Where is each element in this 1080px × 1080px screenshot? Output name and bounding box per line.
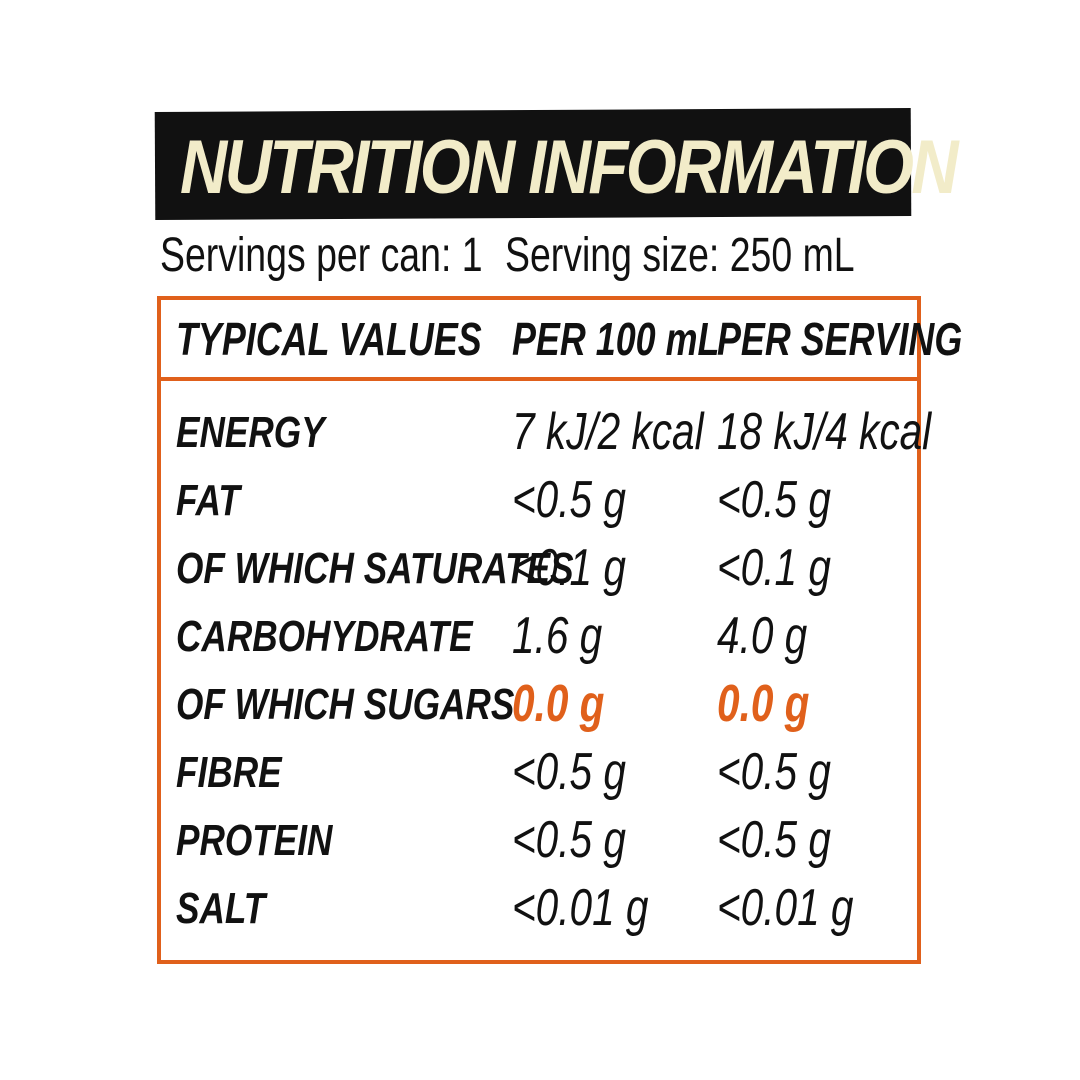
nutrient-value: 0.0 g [512,675,605,733]
column-header: PER SERVING [717,313,963,365]
nutrient-value: <0.5 g [717,743,831,801]
title: NUTRITION INFORMATION [180,125,959,210]
nutrient-value: <0.01 g [717,879,854,937]
table-border [157,296,921,964]
nutrient-name: ENERGY [176,408,325,457]
nutrient-name: FAT [176,476,240,525]
column-header: PER 100 mL [512,313,720,365]
nutrient-name: OF WHICH SUGARS [176,680,515,729]
nutrient-value: <0.5 g [512,471,626,529]
serving-size: Serving size: 250 mL [505,229,855,282]
nutrient-name: SALT [176,884,266,933]
column-header: TYPICAL VALUES [176,313,482,365]
nutrient-name: PROTEIN [176,816,333,865]
nutrient-name: CARBOHYDRATE [176,612,473,661]
nutrient-value: 1.6 g [512,607,603,665]
nutrient-value: 18 kJ/4 kcal [717,403,932,461]
nutrient-value: <0.1 g [717,539,831,597]
nutrient-value: <0.5 g [512,743,626,801]
nutrient-value: 0.0 g [717,675,810,733]
nutrient-name: FIBRE [176,748,282,797]
nutrient-value: 4.0 g [717,607,808,665]
nutrient-value: <0.1 g [512,539,626,597]
nutrient-value: <0.5 g [717,811,831,869]
nutrient-value: <0.01 g [512,879,649,937]
nutrient-value: <0.5 g [512,811,626,869]
servings-per-can: Servings per can: 1 [160,229,483,282]
nutrient-value: <0.5 g [717,471,831,529]
nutrient-name: OF WHICH SATURATES [176,544,574,593]
header-divider [157,377,921,381]
nutrient-value: 7 kJ/2 kcal [512,403,704,461]
